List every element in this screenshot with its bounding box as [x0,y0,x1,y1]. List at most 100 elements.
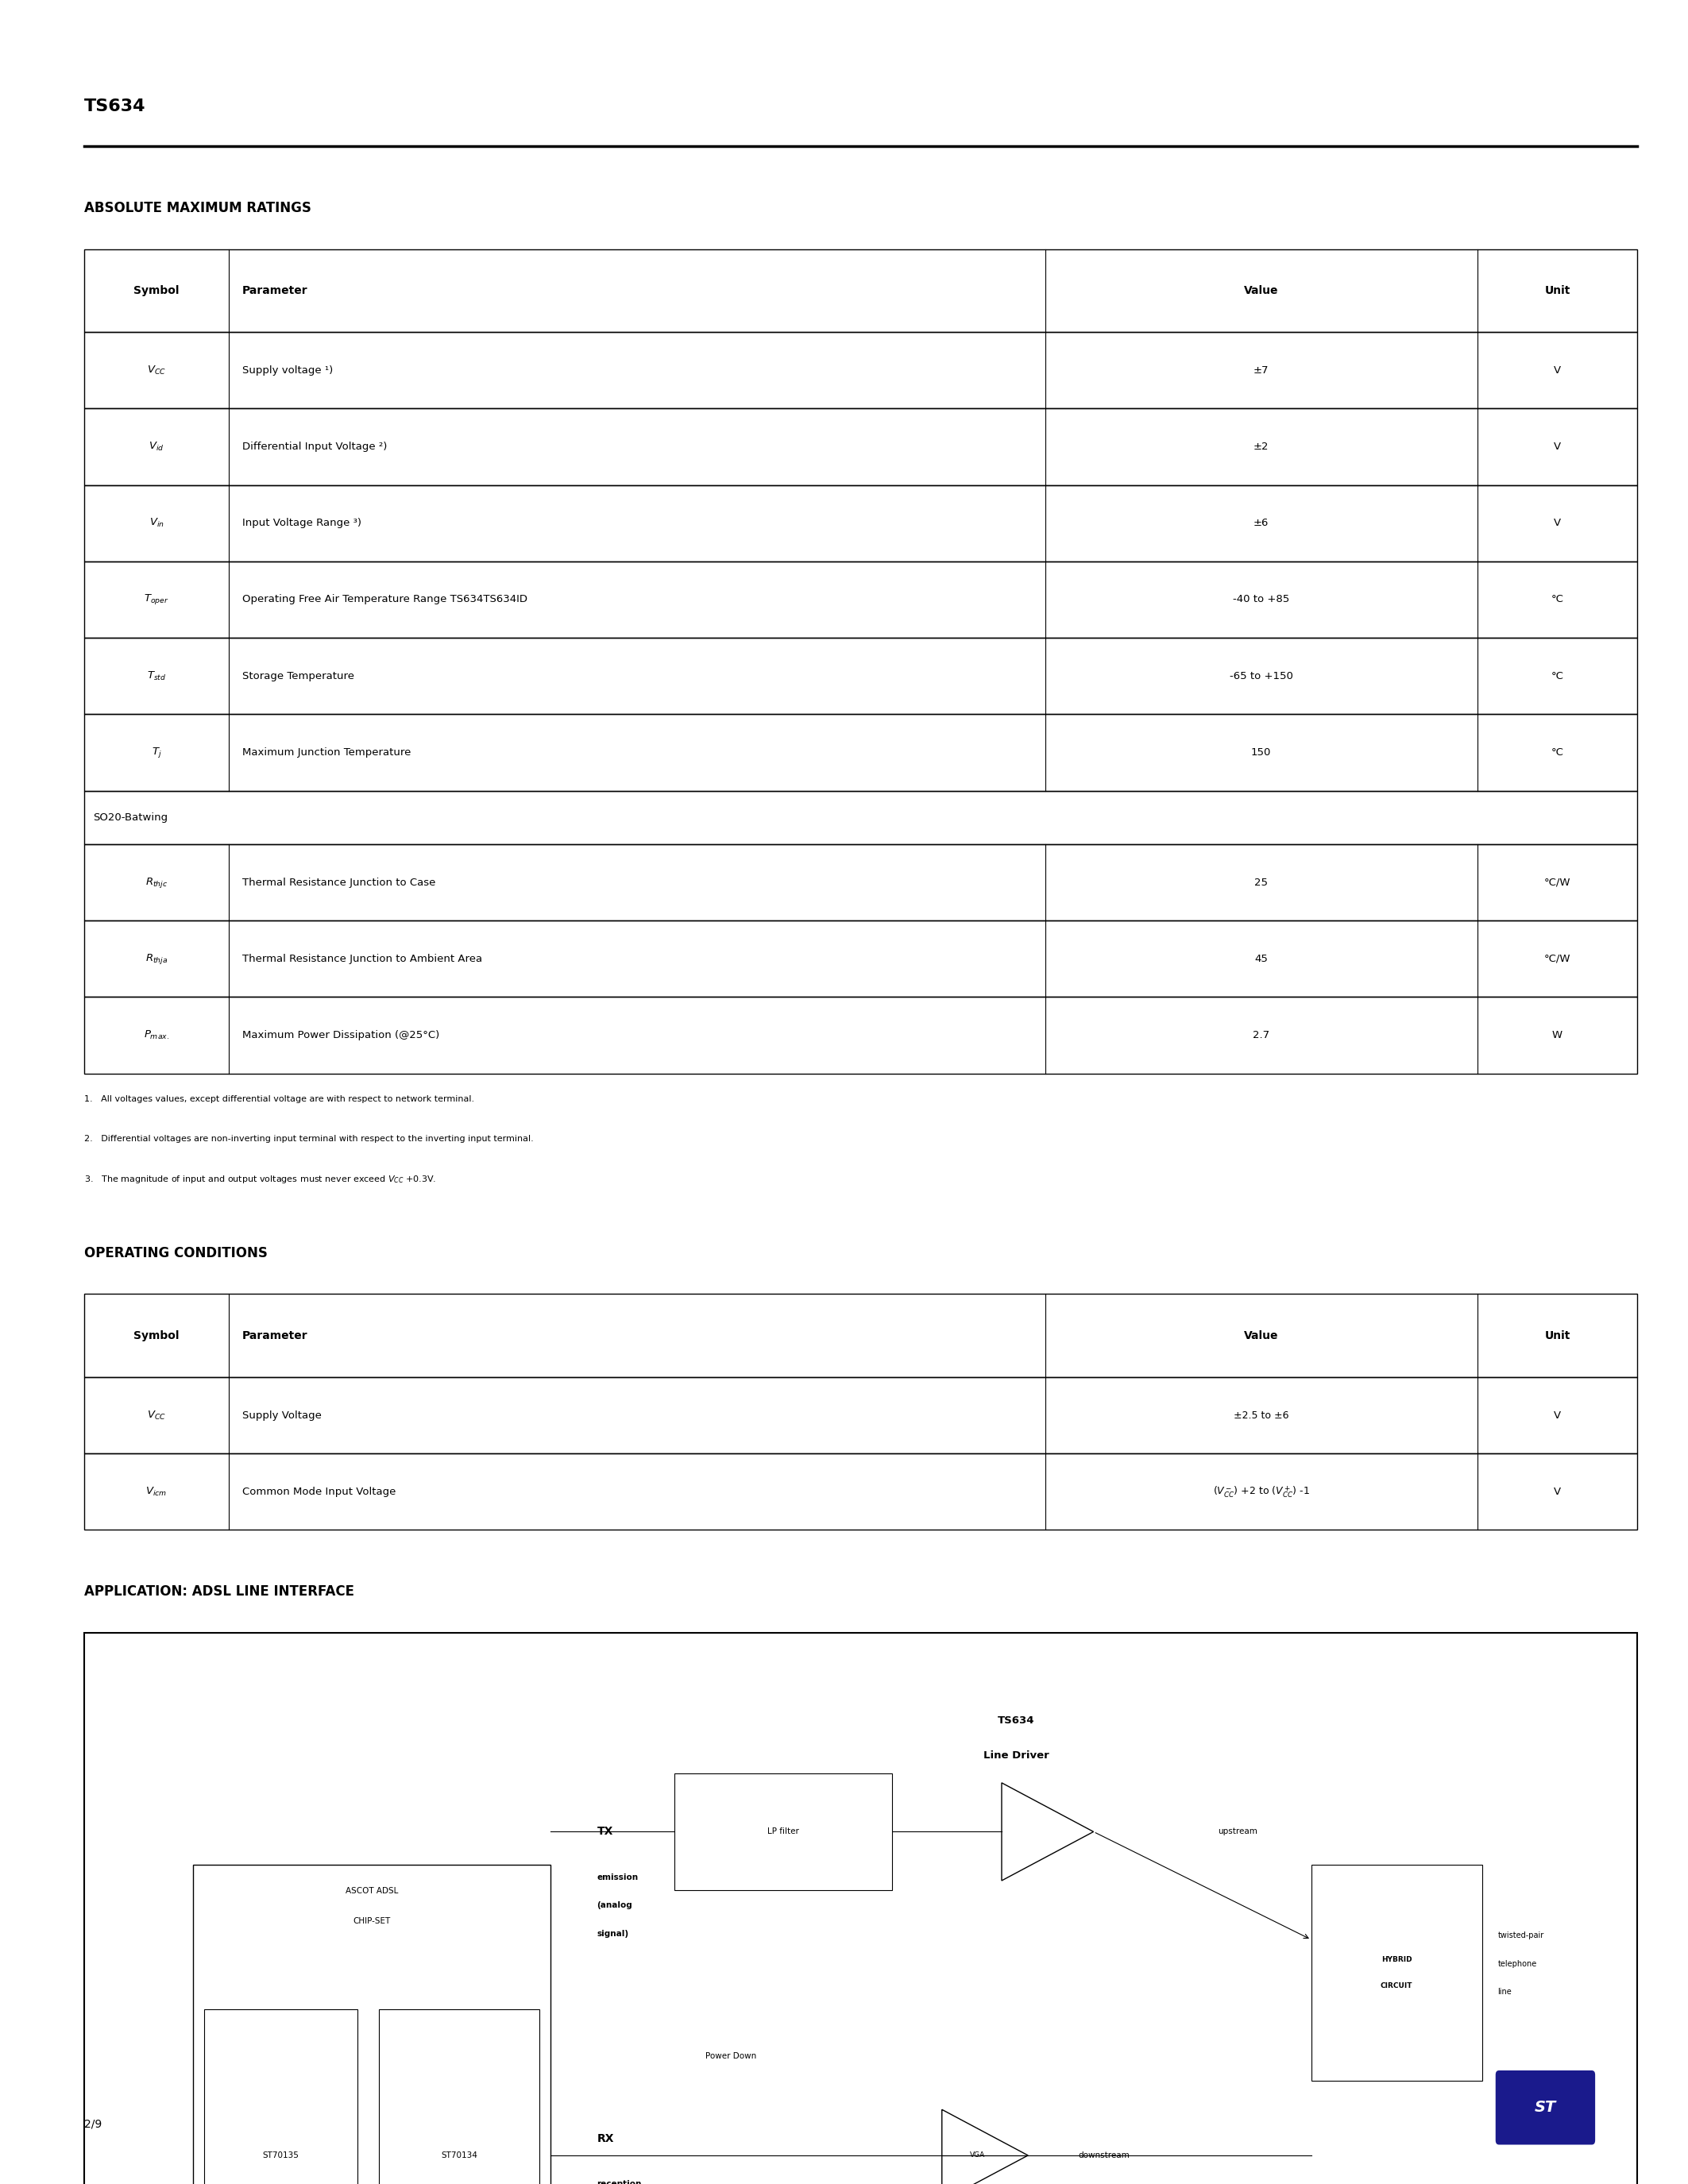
Text: $V_{icm}$: $V_{icm}$ [145,1485,167,1498]
FancyBboxPatch shape [1496,2070,1595,2145]
Text: HYBRID: HYBRID [1381,1957,1411,1963]
Text: °C/W: °C/W [1545,954,1570,963]
Text: Maximum Power Dissipation (@25°C): Maximum Power Dissipation (@25°C) [241,1031,439,1040]
Text: Value: Value [1244,284,1278,297]
Bar [84,638,1637,714]
Text: CIRCUIT: CIRCUIT [1381,1983,1413,1990]
Bar [192,1865,550,2184]
Text: °C: °C [1551,594,1563,605]
Bar [84,845,1637,922]
Bar [1312,1865,1482,2081]
Text: $T_{oper}$: $T_{oper}$ [143,592,169,607]
Text: Operating Free Air Temperature Range TS634TS634ID: Operating Free Air Temperature Range TS6… [241,594,527,605]
Text: TS634: TS634 [84,98,145,114]
Bar [84,922,1637,998]
Text: W: W [1551,1031,1563,1040]
Text: $T_j$: $T_j$ [152,745,162,760]
Text: Supply Voltage: Supply Voltage [241,1411,321,1420]
Text: $V_{in}$: $V_{in}$ [149,518,164,529]
Text: $V_{CC}$: $V_{CC}$ [147,1409,165,1422]
Bar [84,1295,1637,1378]
Text: °C: °C [1551,670,1563,681]
Text: Differential Input Voltage ²): Differential Input Voltage ²) [241,441,387,452]
Text: OPERATING CONDITIONS: OPERATING CONDITIONS [84,1247,268,1260]
Bar [84,249,1637,332]
Text: Unit: Unit [1545,1330,1570,1341]
Text: 150: 150 [1251,747,1271,758]
Text: Parameter: Parameter [241,284,307,297]
Bar [84,1455,1637,1531]
Text: LP filter: LP filter [768,1828,798,1837]
Text: Input Voltage Range ³): Input Voltage Range ³) [241,518,361,529]
Text: V: V [1553,365,1561,376]
Text: ±6: ±6 [1254,518,1269,529]
Text: 45: 45 [1254,954,1268,963]
Text: $R_{thja}$: $R_{thja}$ [145,952,167,965]
Text: APPLICATION: ADSL LINE INTERFACE: APPLICATION: ADSL LINE INTERFACE [84,1586,354,1599]
Bar [84,485,1637,561]
Text: 25: 25 [1254,878,1268,887]
Bar [84,1634,1637,2184]
Bar [84,1378,1637,1455]
Text: TX: TX [598,1826,613,1837]
Bar [84,998,1637,1075]
Text: upstream: upstream [1219,1828,1258,1837]
Bar [84,408,1637,485]
Text: ST70134: ST70134 [441,2151,478,2160]
Text: $T_{std}$: $T_{std}$ [147,670,165,681]
Text: ABSOLUTE MAXIMUM RATINGS: ABSOLUTE MAXIMUM RATINGS [84,201,312,216]
Text: (analog: (analog [598,1902,633,1909]
Text: -65 to +150: -65 to +150 [1229,670,1293,681]
Text: TS634: TS634 [998,1717,1035,1725]
Text: telephone: telephone [1497,1959,1536,1968]
Text: Common Mode Input Voltage: Common Mode Input Voltage [241,1487,395,1496]
Text: ±2: ±2 [1254,441,1269,452]
Text: 2.   Differential voltages are non-inverting input terminal with respect to the : 2. Differential voltages are non-inverti… [84,1136,533,1142]
Bar [84,332,1637,408]
Bar [84,791,1637,845]
Text: signal): signal) [598,1931,628,1937]
Bar [378,2009,540,2184]
Text: V: V [1553,1487,1561,1496]
Text: V: V [1553,441,1561,452]
Text: $V_{id}$: $V_{id}$ [149,441,164,452]
Text: line: line [1497,1987,1512,1996]
Text: °C/W: °C/W [1545,878,1570,887]
Text: 1.   All voltages values, except differential voltage are with respect to networ: 1. All voltages values, except different… [84,1096,474,1103]
Text: ASCOT ADSL: ASCOT ADSL [346,1887,398,1896]
Bar [675,1773,891,1889]
Text: V: V [1553,518,1561,529]
Text: Storage Temperature: Storage Temperature [241,670,354,681]
Text: 2.7: 2.7 [1252,1031,1269,1040]
Text: Thermal Resistance Junction to Ambient Area: Thermal Resistance Junction to Ambient A… [241,954,483,963]
Text: $V_{CC}$: $V_{CC}$ [147,365,165,376]
Text: $(V_{CC}^-)$ +2 to $(V_{CC}^+)$ -1: $(V_{CC}^-)$ +2 to $(V_{CC}^+)$ -1 [1212,1485,1310,1498]
Text: $P_{max.}$: $P_{max.}$ [143,1029,169,1042]
Text: °C: °C [1551,747,1563,758]
Text: 3.   The magnitude of input and output voltages must never exceed $V_{CC}$ +0.3V: 3. The magnitude of input and output vol… [84,1175,437,1186]
Text: Thermal Resistance Junction to Case: Thermal Resistance Junction to Case [241,878,436,887]
Text: reception: reception [598,2180,641,2184]
Text: ST70135: ST70135 [262,2151,299,2160]
Text: Unit: Unit [1545,284,1570,297]
Text: -40 to +85: -40 to +85 [1232,594,1290,605]
Text: VGA: VGA [969,2151,986,2160]
Text: emission: emission [598,1874,638,1880]
Text: ST: ST [1534,2101,1556,2114]
Text: Symbol: Symbol [133,284,179,297]
Text: SO20-Batwing: SO20-Batwing [93,812,167,823]
Text: ±2.5 to ±6: ±2.5 to ±6 [1234,1411,1288,1420]
Bar [84,561,1637,638]
Text: downstream: downstream [1079,2151,1129,2160]
Text: $R_{thjc}$: $R_{thjc}$ [145,876,167,889]
Text: 2/9: 2/9 [84,2118,101,2129]
Text: Power Down: Power Down [706,2051,756,2060]
Text: RX: RX [598,2134,614,2145]
Text: CHIP-SET: CHIP-SET [353,1918,390,1926]
Text: Parameter: Parameter [241,1330,307,1341]
Text: Symbol: Symbol [133,1330,179,1341]
Text: Maximum Junction Temperature: Maximum Junction Temperature [241,747,410,758]
Bar [204,2009,358,2184]
Text: twisted-pair: twisted-pair [1497,1931,1545,1939]
Text: V: V [1553,1411,1561,1420]
